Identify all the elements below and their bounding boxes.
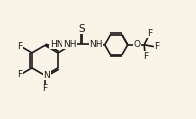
Text: F: F (42, 84, 47, 93)
Text: F: F (17, 70, 22, 79)
Text: NH: NH (63, 40, 76, 49)
Text: F: F (154, 42, 160, 51)
Text: S: S (79, 24, 85, 34)
Text: F: F (147, 29, 152, 38)
Text: F: F (143, 52, 148, 61)
Text: F: F (17, 42, 22, 51)
Text: F: F (68, 42, 73, 51)
Text: O: O (133, 40, 140, 49)
Text: NH: NH (89, 40, 103, 49)
Text: HN: HN (50, 40, 63, 49)
Text: N: N (43, 71, 50, 80)
